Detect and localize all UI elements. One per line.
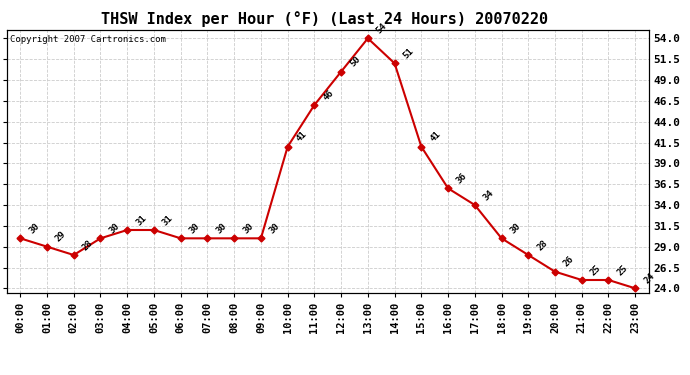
Text: 28: 28 <box>81 238 95 252</box>
Text: 31: 31 <box>161 213 175 227</box>
Text: 26: 26 <box>562 255 576 269</box>
Text: 30: 30 <box>188 222 201 236</box>
Text: 50: 50 <box>348 55 362 69</box>
Text: 41: 41 <box>428 130 442 144</box>
Text: 30: 30 <box>268 222 282 236</box>
Text: 29: 29 <box>54 230 68 244</box>
Text: THSW Index per Hour (°F) (Last 24 Hours) 20070220: THSW Index per Hour (°F) (Last 24 Hours)… <box>101 11 548 27</box>
Text: 30: 30 <box>509 222 522 236</box>
Text: 46: 46 <box>322 88 335 102</box>
Text: 28: 28 <box>535 238 549 252</box>
Text: 36: 36 <box>455 172 469 186</box>
Text: 54: 54 <box>375 22 388 36</box>
Text: 30: 30 <box>241 222 255 236</box>
Text: 34: 34 <box>482 188 495 202</box>
Text: 41: 41 <box>295 130 308 144</box>
Text: Copyright 2007 Cartronics.com: Copyright 2007 Cartronics.com <box>10 35 166 44</box>
Text: 24: 24 <box>642 272 656 285</box>
Text: 30: 30 <box>215 222 228 236</box>
Text: 31: 31 <box>134 213 148 227</box>
Text: 51: 51 <box>402 46 415 60</box>
Text: 25: 25 <box>615 263 629 277</box>
Text: 30: 30 <box>27 222 41 236</box>
Text: 25: 25 <box>589 263 602 277</box>
Text: 30: 30 <box>108 222 121 236</box>
